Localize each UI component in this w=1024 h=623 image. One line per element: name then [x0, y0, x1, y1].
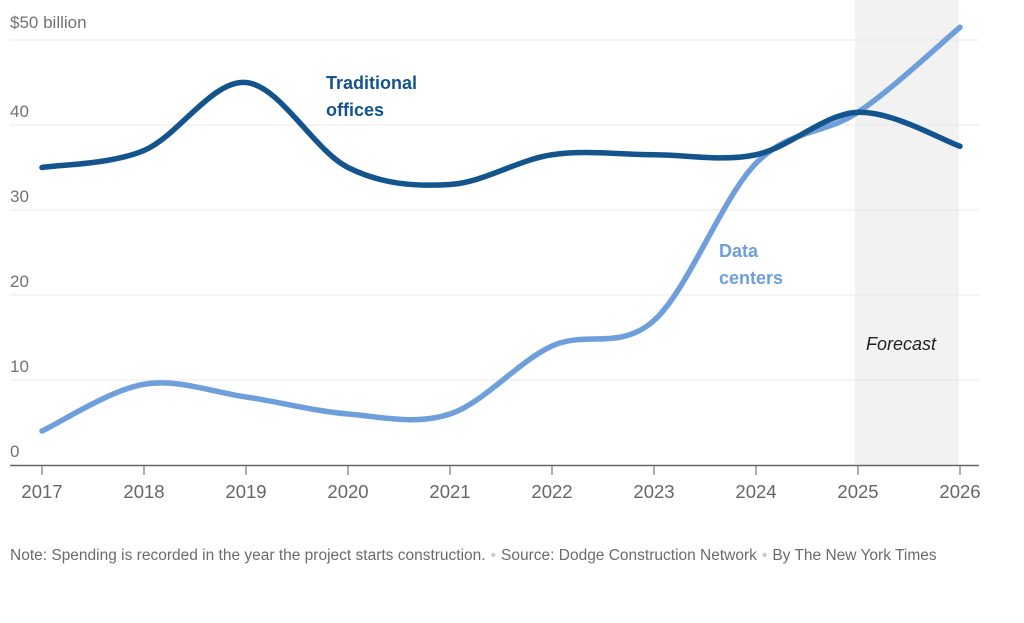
x-axis-ticks [41, 466, 961, 475]
series-label-traditional-offices-line2: offices [326, 100, 384, 120]
y-tick-50: $50 billion [10, 13, 87, 32]
y-tick-10: 10 [10, 357, 29, 376]
footnote-source: Source: Dodge Construction Network [501, 547, 757, 564]
x-tick-2024: 2024 [735, 481, 776, 502]
x-tick-2026: 2026 [939, 481, 980, 502]
y-axis-labels: $50 billion 40 30 20 10 0 [10, 13, 87, 461]
footnote: Note: Spending is recorded in the year t… [10, 543, 978, 568]
series-label-data-centers-line2: centers [719, 268, 783, 288]
forecast-label: Forecast [866, 334, 937, 354]
x-tick-2021: 2021 [429, 481, 470, 502]
gridlines [10, 39, 979, 381]
x-tick-2023: 2023 [633, 481, 674, 502]
y-tick-40: 40 [10, 102, 29, 121]
series-line-traditional-offices [39, 79, 963, 188]
footnote-byline: By The New York Times [772, 547, 937, 564]
x-tick-2017: 2017 [21, 481, 62, 502]
series-label-traditional-offices: Traditional offices [326, 73, 417, 120]
y-tick-0: 0 [10, 442, 19, 461]
x-tick-2022: 2022 [531, 481, 572, 502]
y-tick-30: 30 [10, 187, 29, 206]
x-tick-2025: 2025 [837, 481, 878, 502]
series-line-data-centers [39, 24, 963, 434]
forecast-band [855, 0, 959, 465]
spending-line-chart: $50 billion 40 30 20 10 0 Traditional of… [10, 0, 981, 502]
footnote-separator-1: • [490, 547, 497, 564]
x-tick-2019: 2019 [225, 481, 266, 502]
series-label-traditional-offices-line1: Traditional [326, 73, 417, 93]
x-tick-2020: 2020 [327, 481, 368, 502]
footnote-separator-2: • [761, 547, 768, 564]
footnote-note: Note: Spending is recorded in the year t… [10, 547, 486, 564]
y-tick-20: 20 [10, 272, 29, 291]
x-tick-2018: 2018 [123, 481, 164, 502]
series-label-data-centers: Data centers [719, 241, 783, 288]
series-label-data-centers-line1: Data [719, 241, 759, 261]
x-axis-labels: 2017 2018 2019 2020 2021 2022 2023 2024 … [21, 481, 980, 502]
